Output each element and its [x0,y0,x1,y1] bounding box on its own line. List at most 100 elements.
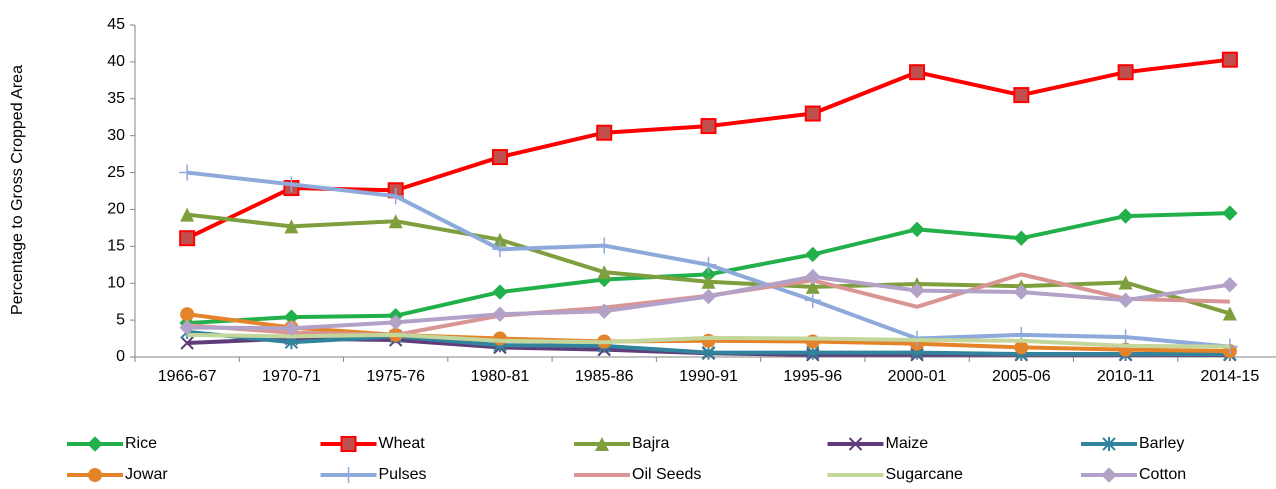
y-tick-label: 15 [107,238,125,255]
x-tick-label: 2010-11 [1097,368,1155,385]
x-tick-label: 1985-86 [575,368,634,385]
point [387,314,404,331]
point [1118,275,1133,290]
y-tick-label: 0 [116,348,125,365]
legend-marker [87,436,103,452]
legend-marker [1101,467,1117,483]
y-tick-label: 40 [107,53,125,70]
point [1222,276,1238,293]
point [180,207,195,222]
point [179,230,196,247]
legend-label: Jowar [125,466,168,483]
y-tick-label: 30 [107,127,125,144]
legend-label: Cotton [1139,466,1186,483]
point [805,246,821,263]
point [1221,51,1238,68]
point [909,282,925,299]
point [1117,292,1134,308]
y-tick-label: 25 [107,164,125,181]
legend-marker [848,437,863,451]
legend-item: Jowar [67,466,168,483]
legend-label: Oil Seeds [632,466,701,483]
point [492,232,507,247]
legend-item: Rice [67,435,157,452]
point [700,256,717,273]
point [804,105,821,122]
legend-label: Bajra [632,435,669,452]
legend-item: Pulses [320,466,427,483]
legend-marker [1102,437,1116,451]
point [909,64,926,81]
legend-marker [340,436,357,452]
series [179,51,1238,247]
y-tick-label: 20 [107,201,125,218]
point [1222,306,1237,321]
point [492,306,508,322]
legend-label: Wheat [379,435,426,452]
point [179,164,196,181]
point [1013,87,1030,104]
legend-label: Pulses [379,466,427,483]
point [804,292,821,309]
y-tick-label: 10 [107,274,125,291]
y-tick-label: 35 [107,90,125,107]
y-axis-label: Percentage to Gross Cropped Area [9,65,26,315]
point [284,219,299,234]
x-tick-label: 1980-81 [471,368,530,385]
point [701,345,716,360]
series-line [187,332,1230,349]
point [700,118,717,135]
x-tick-label: 1975-76 [366,368,425,385]
point [492,284,508,300]
point [1013,230,1030,246]
point [909,221,925,238]
point [387,188,404,205]
point [1117,208,1134,224]
point [805,268,821,285]
legend-marker [340,467,357,483]
point [596,303,612,319]
point [700,288,717,305]
legend-item: Cotton [1081,466,1186,483]
legend-label: Maize [886,435,929,452]
x-tick-label: 2000-01 [888,368,947,385]
legend-item: Maize [827,435,929,452]
legend-item: Sugarcane [827,466,963,483]
point [491,241,508,258]
legend-item: Oil Seeds [574,466,701,483]
point [1222,205,1238,221]
x-tick-label: 1970-71 [262,368,321,385]
legend-item: Wheat [320,435,426,452]
point [1014,340,1029,355]
legend-marker [595,437,609,451]
x-tick-label: 2014-15 [1201,368,1260,385]
point [283,320,300,336]
point [805,279,820,294]
point [597,265,612,280]
point [596,124,613,141]
x-tick-label: 1995-96 [783,368,842,385]
legend-label: Rice [125,435,157,452]
series [179,268,1238,336]
point [179,319,195,336]
point [491,149,508,166]
legend-item: Barley [1081,435,1184,452]
point [180,307,195,322]
point [283,176,300,193]
series [187,332,1230,349]
legend-item: Bajra [574,435,669,452]
point [701,274,716,289]
legend-marker [88,468,102,482]
x-tick-label: 2005-06 [992,368,1051,385]
series-line [186,57,1231,241]
y-tick-label: 5 [116,311,125,328]
y-tick-label: 45 [107,16,125,33]
point [1013,284,1030,300]
point [1117,64,1134,81]
legend-label: Barley [1139,435,1184,452]
x-tick-label: 1990-91 [679,368,738,385]
point [180,336,194,350]
point [388,214,403,229]
x-tick-label: 1966-67 [158,368,217,385]
